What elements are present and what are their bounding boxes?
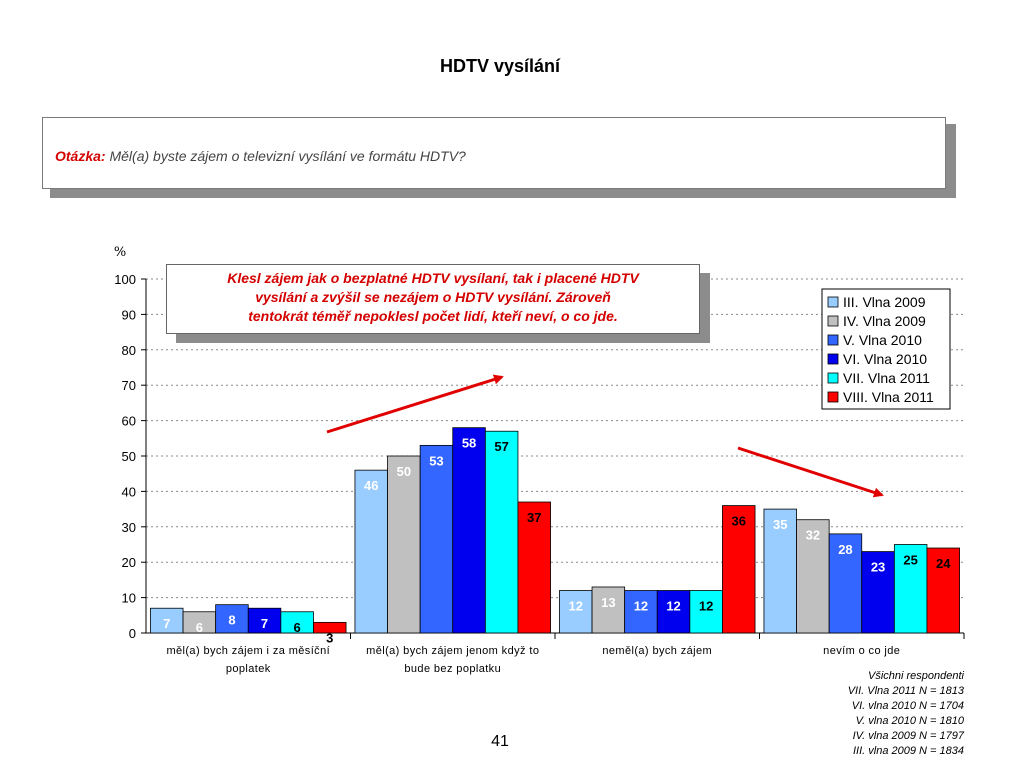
bar: [926, 547, 960, 634]
legend-label: V. Vlna 2010: [843, 332, 922, 348]
y-tick-label: 60: [122, 414, 136, 429]
footnote-line: III. vlna 2009 N = 1834: [853, 745, 964, 757]
bar: [247, 607, 282, 634]
bar: [722, 505, 756, 634]
legend-label: IV. Vlna 2009: [843, 313, 926, 329]
data-label: 6: [196, 620, 203, 635]
y-tick-label: 0: [129, 626, 136, 641]
bar: [689, 590, 723, 634]
bar: [387, 455, 421, 634]
y-tick-label: 70: [122, 378, 136, 393]
legend-swatch: [827, 391, 839, 403]
bar: [591, 586, 626, 634]
data-label: 7: [163, 616, 170, 631]
footnote-line: VI. vlna 2010 N = 1704: [851, 700, 964, 712]
data-label: 3: [326, 630, 333, 645]
trend-arrow-up: [326, 374, 504, 434]
bar: [452, 427, 486, 634]
legend-swatch: [827, 334, 839, 346]
x-category-label: měl(a) bych zájem jenom když to: [366, 645, 539, 657]
data-label: 12: [666, 599, 680, 614]
data-label: 24: [936, 556, 951, 571]
data-label: 7: [261, 616, 268, 631]
bar: [313, 621, 347, 634]
y-tick-label: 100: [114, 272, 136, 287]
bar: [419, 444, 454, 634]
question-text: Měl(a) byste zájem o televizní vysílání …: [109, 148, 466, 164]
bar: [893, 544, 928, 634]
legend-swatch: [827, 296, 839, 308]
annotation-box: Klesl zájem jak o bezplatné HDTV vysílan…: [166, 264, 700, 334]
y-tick-label: 10: [122, 591, 136, 606]
page-number: 41: [491, 733, 509, 750]
data-label: 12: [634, 599, 648, 614]
question-line: Otázka: Měl(a) byste zájem o televizní v…: [55, 148, 466, 164]
x-category-label: neměl(a) bych zájem: [602, 645, 712, 657]
bar: [354, 469, 388, 634]
data-label: 37: [527, 510, 541, 525]
data-label: 35: [773, 517, 787, 532]
bar: [828, 533, 863, 634]
y-tick-label: 80: [122, 343, 136, 358]
annotation-text: Klesl zájem jak o bezplatné HDTV vysílan…: [227, 270, 639, 324]
bar: [150, 607, 184, 634]
legend-swatch: [827, 353, 839, 365]
legend-label: VII. Vlna 2011: [843, 370, 930, 386]
data-label: 23: [871, 560, 885, 575]
y-axis-label: %: [114, 245, 126, 260]
data-label: 58: [462, 436, 476, 451]
bar: [763, 508, 797, 634]
data-label: 53: [429, 453, 443, 468]
footnote-line: IV. vlna 2009 N = 1797: [852, 730, 964, 742]
legend-swatch: [827, 315, 839, 327]
data-label: 13: [601, 595, 615, 610]
legend-box: [821, 288, 951, 410]
bar: [484, 430, 519, 634]
footnote-line: VII. Vlna 2011 N = 1813: [847, 685, 964, 697]
y-tick-label: 30: [122, 520, 136, 535]
y-tick-label: 20: [122, 555, 136, 570]
bar: [656, 590, 691, 634]
y-tick-label: 40: [122, 484, 136, 499]
data-label: 46: [364, 478, 378, 493]
data-label: 36: [732, 514, 746, 529]
legend-label: III. Vlna 2009: [843, 294, 926, 310]
legend-swatch: [827, 372, 839, 384]
bar: [517, 501, 551, 634]
question-box: Otázka: Měl(a) byste zájem o televizní v…: [42, 117, 946, 189]
x-category-label: nevím o co jde: [823, 645, 900, 657]
page-title: HDTV vysílání: [439, 56, 561, 76]
data-label: 32: [806, 528, 820, 543]
trend-arrow-down: [737, 446, 884, 498]
bar: [624, 590, 658, 634]
y-tick-label: 90: [122, 307, 136, 322]
bar: [861, 551, 895, 634]
x-category-label: poplatek: [226, 663, 271, 675]
bar: [796, 519, 830, 634]
question-label: Otázka:: [55, 148, 106, 164]
x-category-label: bude bez poplatku: [404, 663, 501, 675]
data-label: 28: [838, 542, 852, 557]
data-label: 12: [569, 599, 583, 614]
legend-label: VI. Vlna 2010: [843, 351, 927, 367]
footnote-line: V. vlna 2010 N = 1810: [855, 715, 964, 727]
legend-label: VIII. Vlna 2011: [843, 389, 934, 405]
x-category-label: měl(a) bych zájem i za měsíční: [166, 645, 330, 657]
y-tick-label: 50: [122, 449, 136, 464]
bar: [559, 590, 593, 634]
data-label: 6: [294, 620, 301, 635]
data-label: 50: [397, 464, 411, 479]
data-label: 12: [699, 599, 713, 614]
footnote: Všichni respondenti VII. Vlna 2011 N = 1…: [848, 669, 964, 759]
data-label: 57: [494, 439, 508, 454]
footnote-line: Všichni respondenti: [867, 670, 964, 682]
data-label: 25: [903, 553, 917, 568]
data-label: 8: [228, 613, 235, 628]
